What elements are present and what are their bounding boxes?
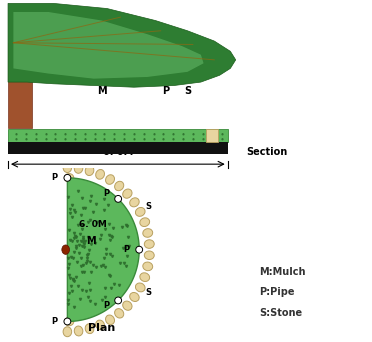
Ellipse shape	[135, 283, 145, 292]
Circle shape	[64, 318, 71, 325]
Text: P: P	[51, 317, 57, 326]
Polygon shape	[67, 178, 139, 321]
Ellipse shape	[115, 308, 124, 318]
Ellipse shape	[130, 292, 139, 302]
Text: S: S	[145, 288, 151, 297]
Circle shape	[64, 174, 71, 181]
Text: P: P	[103, 301, 110, 310]
Polygon shape	[8, 3, 236, 87]
Text: P:Pipe: P:Pipe	[259, 287, 294, 297]
Bar	[206, 129, 218, 142]
Ellipse shape	[63, 327, 72, 337]
Ellipse shape	[74, 326, 83, 336]
Ellipse shape	[62, 245, 70, 254]
Text: P: P	[163, 86, 170, 96]
Circle shape	[136, 246, 142, 253]
Ellipse shape	[96, 170, 105, 179]
Ellipse shape	[64, 317, 74, 326]
Text: M: M	[87, 236, 96, 246]
Text: Plan: Plan	[88, 324, 115, 333]
Text: 6. 0M: 6. 0M	[103, 147, 133, 157]
Ellipse shape	[64, 174, 74, 182]
Text: S: S	[145, 202, 151, 211]
Ellipse shape	[85, 166, 94, 175]
Text: 6. 0M: 6. 0M	[79, 220, 107, 228]
Ellipse shape	[140, 273, 150, 281]
Ellipse shape	[96, 320, 105, 330]
Bar	[8, 43, 32, 128]
Text: P: P	[51, 173, 57, 182]
Ellipse shape	[106, 175, 115, 184]
Ellipse shape	[115, 181, 124, 191]
Ellipse shape	[85, 324, 94, 333]
Circle shape	[115, 297, 122, 304]
Ellipse shape	[63, 162, 72, 172]
Bar	[8, 142, 228, 154]
Text: M:Mulch: M:Mulch	[259, 267, 305, 277]
Text: P: P	[123, 245, 129, 254]
Ellipse shape	[106, 315, 115, 325]
Ellipse shape	[144, 240, 154, 248]
Bar	[8, 129, 228, 142]
Ellipse shape	[135, 208, 145, 216]
Ellipse shape	[143, 262, 153, 271]
Ellipse shape	[74, 163, 83, 173]
Ellipse shape	[143, 229, 153, 237]
Circle shape	[115, 196, 122, 202]
Ellipse shape	[123, 301, 132, 310]
Ellipse shape	[144, 251, 154, 260]
Ellipse shape	[123, 189, 132, 198]
Text: Section: Section	[246, 147, 288, 157]
Ellipse shape	[130, 198, 139, 207]
Text: S: S	[184, 86, 191, 96]
Text: S:Stone: S:Stone	[259, 308, 302, 318]
Text: P: P	[103, 189, 110, 198]
Text: M: M	[97, 86, 107, 96]
Polygon shape	[13, 12, 203, 79]
Ellipse shape	[140, 218, 150, 226]
